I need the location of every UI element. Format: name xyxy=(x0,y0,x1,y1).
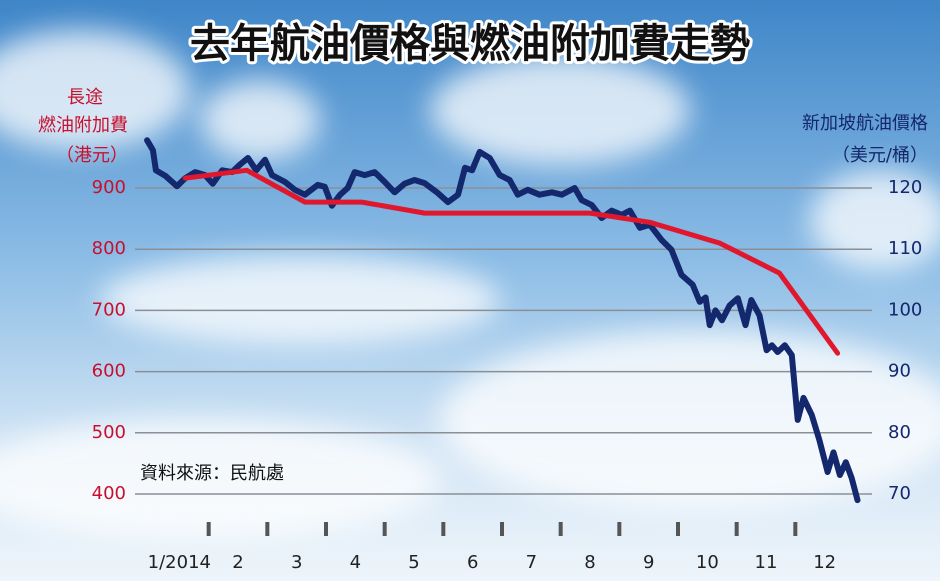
x-tick-label: 11 xyxy=(755,552,778,573)
y-tick-label: 600 xyxy=(92,361,126,382)
x-tick-mark xyxy=(324,522,328,536)
x-tick-mark xyxy=(206,522,211,536)
x-tick-label: 1/2014 xyxy=(148,552,211,573)
y2-axis-label: （美元/桶） xyxy=(832,145,928,166)
x-tick-label: 12 xyxy=(813,552,836,573)
y2-axis-label: 新加坡航油價格 xyxy=(802,113,928,134)
clouds xyxy=(0,30,940,540)
x-tick-label: 4 xyxy=(350,552,361,573)
y2-tick-label: 90 xyxy=(888,361,911,382)
x-tick-mark xyxy=(734,522,739,536)
x-tick-label: 7 xyxy=(526,552,537,573)
x-tick-label: 5 xyxy=(408,552,419,573)
y-tick-label: 800 xyxy=(92,238,126,259)
x-tick-label: 8 xyxy=(584,552,595,573)
x-tick-label: 3 xyxy=(291,552,302,573)
y-tick-label: 400 xyxy=(92,483,126,504)
y-tick-label: 500 xyxy=(92,422,126,443)
x-tick-mark xyxy=(382,522,387,536)
y-axis-label: （港元） xyxy=(56,145,128,166)
source-note: 資料來源：民航處 xyxy=(140,463,284,484)
x-tick-mark xyxy=(793,522,798,536)
y-axis-label: 長途 xyxy=(67,87,103,108)
y2-tick-label: 70 xyxy=(888,483,911,504)
line-series xyxy=(182,167,841,356)
x-tick-mark xyxy=(558,522,563,536)
y2-tick-label: 110 xyxy=(888,238,922,259)
x-tick-label: 2 xyxy=(232,552,243,573)
x-tick-mark xyxy=(617,522,622,536)
y2-tick-label: 80 xyxy=(888,422,911,443)
y-tick-label: 900 xyxy=(92,177,126,198)
y2-tick-label: 100 xyxy=(888,299,922,320)
y2-tick-label: 120 xyxy=(888,177,922,198)
x-tick-mark xyxy=(441,522,446,536)
x-tick-label: 6 xyxy=(467,552,478,573)
x-tick-label: 9 xyxy=(643,552,654,573)
line-series xyxy=(144,137,861,504)
x-tick-mark xyxy=(500,522,504,536)
x-tick-label: 10 xyxy=(696,552,719,573)
chart-title: 去年航油價格與燃油附加費走勢 xyxy=(190,21,750,67)
x-tick-mark xyxy=(676,522,680,536)
x-tick-mark xyxy=(265,522,270,536)
y-axis-label: 燃油附加費 xyxy=(38,115,128,136)
y-tick-label: 700 xyxy=(92,299,126,320)
